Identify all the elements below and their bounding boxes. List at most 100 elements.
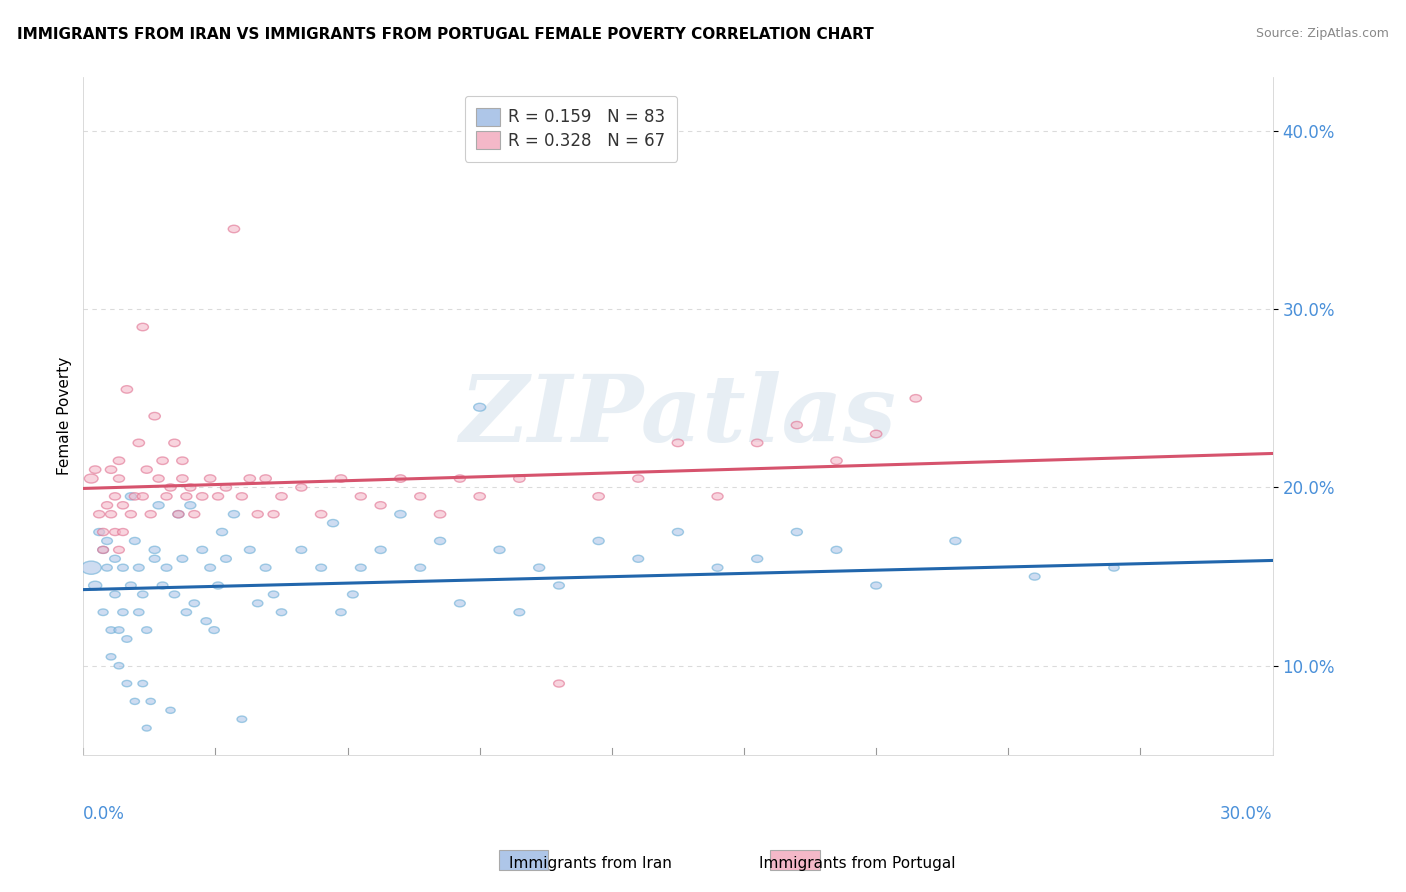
Ellipse shape [212,582,224,589]
Ellipse shape [205,564,215,571]
Ellipse shape [269,591,278,598]
Ellipse shape [181,609,191,615]
Text: Immigrants from Iran: Immigrants from Iran [509,856,672,871]
Ellipse shape [107,654,115,660]
Ellipse shape [129,492,141,500]
Ellipse shape [117,501,128,509]
Ellipse shape [101,501,112,509]
Ellipse shape [142,725,152,731]
Text: IMMIGRANTS FROM IRAN VS IMMIGRANTS FROM PORTUGAL FEMALE POVERTY CORRELATION CHAR: IMMIGRANTS FROM IRAN VS IMMIGRANTS FROM … [17,27,873,42]
Ellipse shape [114,475,125,483]
Ellipse shape [633,555,644,562]
Ellipse shape [145,510,156,518]
Ellipse shape [328,519,339,527]
Ellipse shape [177,555,188,562]
Ellipse shape [415,492,426,500]
Ellipse shape [177,457,188,465]
Ellipse shape [169,591,180,598]
Ellipse shape [593,492,605,500]
Text: Source: ZipAtlas.com: Source: ZipAtlas.com [1256,27,1389,40]
Ellipse shape [125,492,136,500]
Ellipse shape [162,564,172,571]
Ellipse shape [197,546,208,553]
Ellipse shape [375,546,387,554]
Ellipse shape [98,609,108,615]
Ellipse shape [950,537,960,545]
Ellipse shape [356,564,366,571]
Ellipse shape [269,510,280,518]
Ellipse shape [149,546,160,554]
Ellipse shape [114,663,124,669]
Ellipse shape [90,466,101,474]
Ellipse shape [149,412,160,420]
Ellipse shape [217,528,228,536]
Ellipse shape [188,510,200,518]
Y-axis label: Female Poverty: Female Poverty [58,357,72,475]
Ellipse shape [114,457,125,465]
Ellipse shape [910,394,921,402]
Ellipse shape [1109,565,1119,571]
Ellipse shape [197,492,208,500]
Ellipse shape [316,564,326,571]
Ellipse shape [277,609,287,615]
Ellipse shape [101,537,112,544]
Ellipse shape [201,618,211,624]
Ellipse shape [221,483,232,491]
Ellipse shape [335,475,347,483]
Ellipse shape [474,403,485,411]
Ellipse shape [792,528,803,536]
Ellipse shape [672,528,683,536]
Ellipse shape [347,591,359,598]
Ellipse shape [204,475,217,483]
Ellipse shape [238,716,246,723]
Ellipse shape [415,564,426,571]
Ellipse shape [245,546,254,553]
Ellipse shape [125,582,136,589]
Ellipse shape [228,225,239,233]
Ellipse shape [515,608,524,615]
Ellipse shape [554,582,564,589]
Ellipse shape [114,627,124,633]
Ellipse shape [474,492,485,500]
Ellipse shape [89,582,101,590]
Ellipse shape [157,582,167,589]
Text: 0.0%: 0.0% [83,805,125,822]
Ellipse shape [110,591,120,598]
Ellipse shape [131,698,139,705]
Ellipse shape [752,555,762,563]
Ellipse shape [153,501,165,509]
Ellipse shape [245,475,256,483]
Ellipse shape [177,475,188,483]
Ellipse shape [138,591,148,598]
Ellipse shape [209,627,219,633]
Ellipse shape [114,546,124,553]
Ellipse shape [236,492,247,500]
Ellipse shape [142,627,152,633]
Ellipse shape [181,492,191,500]
Ellipse shape [162,492,172,500]
Ellipse shape [260,564,271,571]
Ellipse shape [554,680,564,687]
Ellipse shape [184,483,195,491]
Ellipse shape [228,510,239,518]
Ellipse shape [375,501,387,509]
Ellipse shape [94,510,104,518]
Ellipse shape [831,457,842,465]
Ellipse shape [184,501,195,509]
FancyBboxPatch shape [499,850,548,870]
FancyBboxPatch shape [770,850,820,870]
Ellipse shape [110,528,121,535]
Ellipse shape [136,323,149,331]
Ellipse shape [121,385,132,393]
Ellipse shape [134,609,143,615]
Ellipse shape [94,528,104,535]
Ellipse shape [134,564,145,571]
Ellipse shape [395,510,406,518]
Ellipse shape [434,510,446,518]
Ellipse shape [295,483,307,491]
Ellipse shape [870,582,882,589]
Ellipse shape [138,681,148,687]
Ellipse shape [105,466,117,474]
Ellipse shape [105,510,117,518]
Ellipse shape [149,555,160,562]
